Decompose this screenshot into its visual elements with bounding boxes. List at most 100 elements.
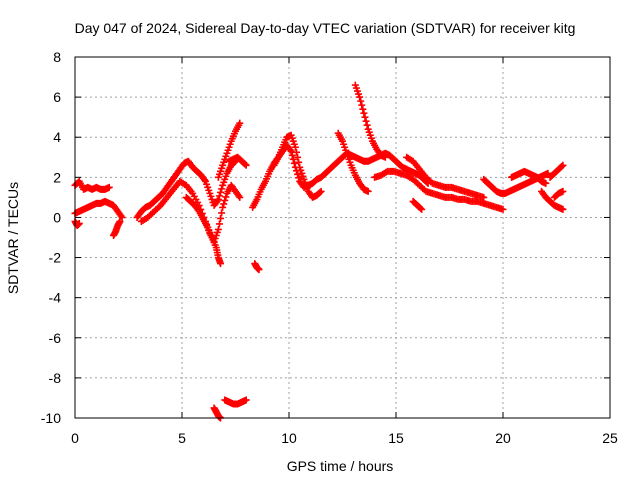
data-point bbox=[215, 220, 223, 228]
y-tick-label: -2 bbox=[49, 250, 62, 266]
y-tick-label: -4 bbox=[49, 290, 62, 306]
data-point bbox=[214, 195, 222, 203]
series-seg12 bbox=[221, 396, 250, 408]
data-point bbox=[219, 203, 227, 211]
data-point bbox=[294, 153, 302, 161]
data-point bbox=[381, 153, 389, 161]
data-point bbox=[215, 192, 223, 200]
data-point bbox=[360, 109, 368, 117]
axis-ticks bbox=[74, 56, 611, 419]
data-point bbox=[236, 193, 244, 201]
series-seg10 bbox=[251, 260, 263, 274]
data-point bbox=[221, 196, 229, 204]
data-point bbox=[286, 146, 294, 154]
data-point bbox=[213, 197, 221, 205]
data-point bbox=[218, 209, 226, 217]
y-tick-label: 8 bbox=[53, 49, 61, 65]
series-seg17 bbox=[371, 167, 507, 213]
y-axis-tick-labels: -10 -8 -6 -4 -2 0 2 4 6 8 bbox=[41, 49, 61, 426]
data-point bbox=[222, 193, 230, 201]
data-point bbox=[364, 187, 372, 195]
x-tick-label: 15 bbox=[388, 430, 404, 446]
x-axis-label: GPS time / hours bbox=[287, 458, 394, 474]
series-seg15 bbox=[351, 81, 389, 161]
data-point bbox=[317, 187, 325, 195]
data-point bbox=[287, 147, 295, 155]
series-seg09 bbox=[225, 153, 250, 169]
data-point bbox=[217, 260, 225, 268]
series-seg18 bbox=[403, 153, 488, 201]
series-seg13 bbox=[249, 141, 432, 211]
data-point bbox=[558, 162, 566, 170]
data-point bbox=[241, 160, 249, 168]
data-point bbox=[200, 176, 208, 184]
x-axis-tick-labels: 0 5 10 15 20 25 bbox=[71, 430, 618, 446]
data-point bbox=[242, 161, 250, 169]
series-seg11 bbox=[210, 404, 225, 422]
data-point bbox=[290, 159, 298, 167]
series-seg03 bbox=[71, 217, 83, 229]
data-point bbox=[75, 219, 83, 227]
data-point bbox=[289, 155, 297, 163]
data-point bbox=[295, 158, 303, 166]
data-point bbox=[116, 217, 124, 225]
data-point bbox=[117, 212, 125, 220]
data-point bbox=[542, 179, 550, 187]
data-point bbox=[288, 151, 296, 159]
series-seg23 bbox=[546, 161, 567, 181]
data-point bbox=[294, 170, 302, 178]
grid-lines bbox=[75, 57, 610, 418]
x-tick-label: 10 bbox=[281, 430, 297, 446]
data-point bbox=[105, 183, 113, 191]
data-point bbox=[418, 205, 426, 213]
y-tick-label: -8 bbox=[49, 370, 62, 386]
data-point bbox=[357, 97, 365, 105]
data-point bbox=[359, 105, 367, 113]
y-tick-label: 6 bbox=[53, 89, 61, 105]
series-seg24 bbox=[550, 187, 567, 201]
data-point bbox=[356, 93, 364, 101]
y-tick-label: -10 bbox=[41, 410, 61, 426]
plot-frame bbox=[74, 56, 611, 419]
data-point bbox=[218, 185, 226, 193]
x-tick-label: 25 bbox=[602, 430, 618, 446]
series-seg21 bbox=[508, 167, 550, 187]
series-seg22 bbox=[538, 187, 567, 213]
series-seg07 bbox=[182, 193, 225, 268]
data-point bbox=[559, 205, 567, 213]
data-point bbox=[194, 206, 202, 214]
series-seg19 bbox=[409, 197, 426, 213]
x-tick-label: 5 bbox=[178, 430, 186, 446]
x-tick-label: 20 bbox=[495, 430, 511, 446]
data-point bbox=[235, 192, 243, 200]
data-point bbox=[361, 113, 369, 121]
y-tick-label: 2 bbox=[53, 169, 61, 185]
data-point bbox=[362, 117, 370, 125]
data-point bbox=[291, 143, 299, 151]
data-point bbox=[242, 396, 250, 404]
data-point bbox=[316, 188, 324, 196]
data-point bbox=[559, 161, 567, 169]
y-tick-label: 0 bbox=[53, 209, 61, 225]
x-tick-label: 0 bbox=[71, 430, 79, 446]
data-point bbox=[358, 101, 366, 109]
y-axis-label: SDTVAR / TECUs bbox=[5, 182, 21, 294]
series-seg16 bbox=[334, 129, 372, 195]
data-point bbox=[499, 205, 507, 213]
series-seg06 bbox=[137, 177, 244, 246]
series-seg01 bbox=[71, 177, 113, 193]
data-point bbox=[363, 121, 371, 129]
series-seg08 bbox=[214, 119, 244, 181]
data-points bbox=[71, 81, 567, 422]
y-tick-label: 4 bbox=[53, 129, 61, 145]
data-point bbox=[255, 266, 263, 274]
series-seg05 bbox=[133, 157, 239, 221]
series-seg14 bbox=[270, 131, 325, 201]
chart-title: Day 047 of 2024, Sidereal Day-to-day VTE… bbox=[75, 20, 576, 36]
data-point bbox=[220, 200, 228, 208]
series-seg04 bbox=[110, 217, 124, 239]
data-point bbox=[480, 193, 488, 201]
data-point bbox=[559, 187, 567, 195]
y-tick-label: -6 bbox=[49, 330, 62, 346]
